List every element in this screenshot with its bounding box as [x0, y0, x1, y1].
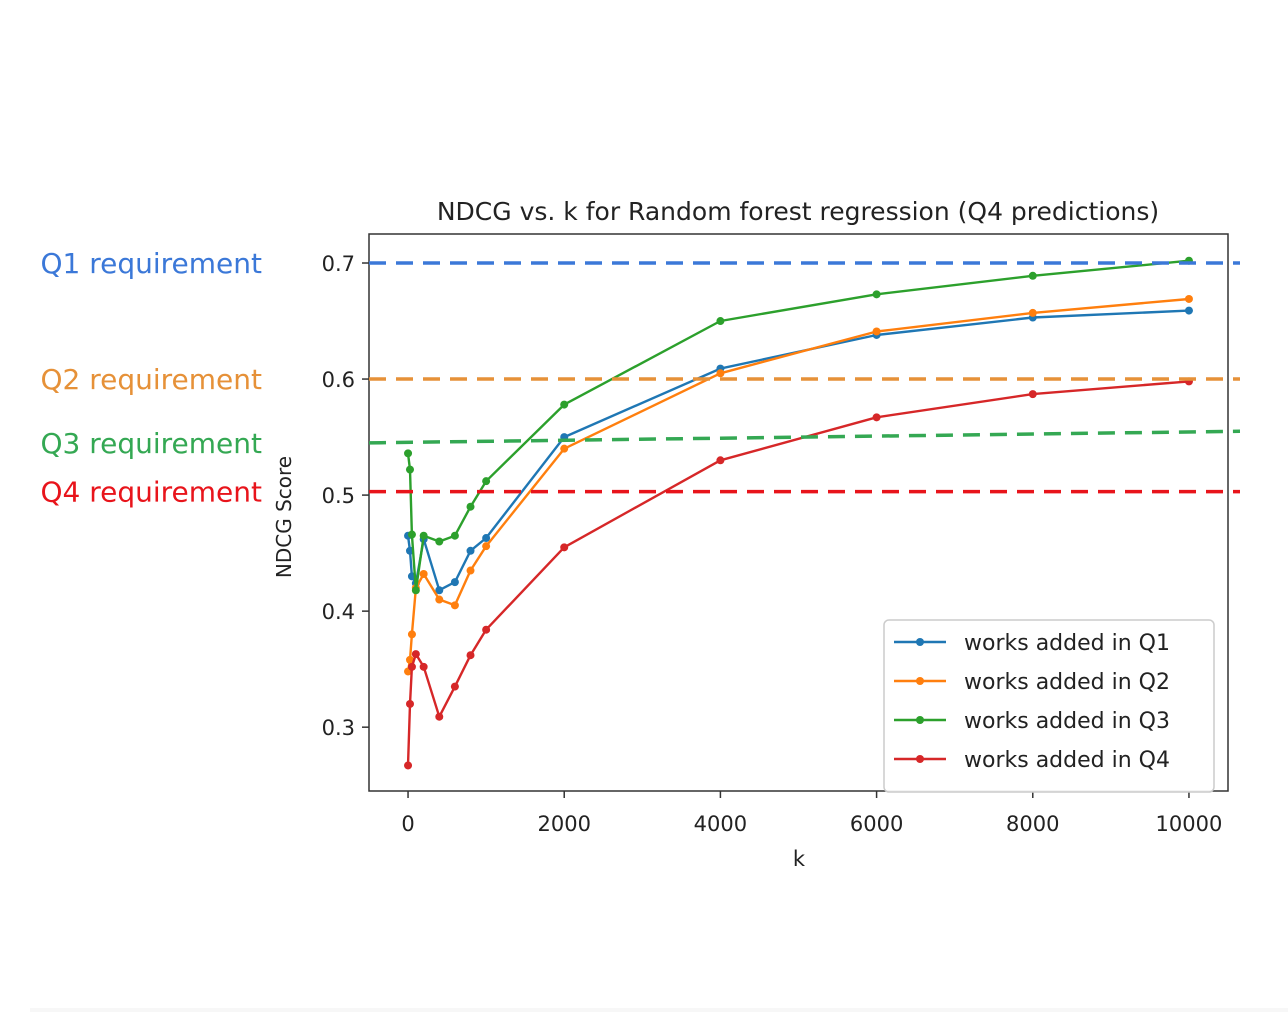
legend-item: works added in Q2 [894, 670, 1170, 695]
x-axis-label: k [793, 847, 806, 871]
data-point [419, 570, 428, 579]
x-tick-label: 0 [401, 812, 414, 836]
data-point [560, 543, 569, 552]
data-point [407, 530, 416, 539]
requirement-lines: Q1 requirement Q2 requirement Q3 requireme… [40, 247, 1241, 509]
legend-item: works added in Q1 [894, 631, 1170, 656]
data-point [1028, 308, 1037, 317]
requirement-line [368, 429, 1241, 445]
legend-marker [916, 755, 924, 763]
data-point [466, 566, 475, 575]
y-tick-label: 0.7 [322, 252, 355, 276]
data-point [716, 369, 725, 378]
data-point [404, 761, 413, 770]
data-point [482, 625, 491, 634]
data-point [872, 290, 881, 299]
data-point [411, 586, 420, 595]
x-tick-label: 4000 [694, 812, 747, 836]
data-point [450, 578, 459, 587]
legend-marker [916, 716, 924, 724]
data-point [872, 327, 881, 336]
data-point [482, 477, 491, 486]
plot-frame [368, 233, 1229, 792]
series-4 [404, 377, 1193, 770]
data-point [716, 317, 725, 326]
data-point [466, 502, 475, 511]
data-point [407, 662, 416, 671]
y-tick-label: 0.5 [322, 484, 355, 508]
data-point [450, 531, 459, 540]
data-point [1184, 294, 1193, 303]
data-point [1028, 390, 1037, 399]
legend-label: works added in Q3 [964, 709, 1170, 734]
bottom-divider [30, 1008, 1288, 1012]
legend: works added in Q1 works added in Q2 works … [883, 619, 1215, 793]
data-point [560, 444, 569, 453]
data-point [466, 546, 475, 555]
x-tick-label: 8000 [1006, 812, 1059, 836]
data-point [716, 456, 725, 465]
data-point [435, 712, 444, 721]
legend-marker [916, 677, 924, 685]
x-tick-label: 10000 [1156, 812, 1223, 836]
requirement-label: Q3 requirement [40, 427, 262, 460]
plot-area [368, 233, 1229, 792]
y-tick-label: 0.4 [322, 600, 355, 624]
data-point [404, 449, 413, 458]
series-line [406, 259, 1190, 592]
x-tick-label: 6000 [850, 812, 903, 836]
legend-label: works added in Q4 [964, 748, 1170, 773]
data-point [482, 534, 491, 543]
data-point [419, 531, 428, 540]
legend-item: works added in Q4 [894, 748, 1170, 773]
y-tick-label: 0.6 [322, 368, 355, 392]
series-line [406, 297, 1190, 672]
data-point [405, 655, 414, 664]
data-point [1028, 271, 1037, 280]
series-1 [404, 306, 1193, 595]
data-point [419, 662, 428, 671]
data-point [450, 601, 459, 610]
data-point [560, 400, 569, 409]
legend-item: works added in Q3 [894, 709, 1170, 734]
data-point [435, 537, 444, 546]
data-point [405, 699, 414, 708]
legend-label: works added in Q1 [964, 631, 1170, 656]
requirement-label: Q1 requirement [40, 247, 262, 280]
x-tick-label: 2000 [538, 812, 591, 836]
requirement-label: Q2 requirement [40, 363, 262, 396]
data-point [407, 630, 416, 639]
data-point [435, 595, 444, 604]
data-point [466, 651, 475, 660]
series-3 [404, 256, 1193, 595]
legend-label: works added in Q2 [964, 670, 1170, 695]
y-tick-label: 0.3 [322, 716, 355, 740]
y-axis-label: NDCG Score [272, 456, 296, 578]
data-point [482, 542, 491, 551]
axis-ticks: 0 2000 4000 6000 8000 10000 0.3 0.4 0.5 0.6 0.7 [322, 252, 1223, 836]
data-point [435, 586, 444, 595]
series-layer [404, 256, 1193, 770]
legend-marker [916, 638, 924, 646]
data-point [1184, 306, 1193, 315]
data-point [450, 682, 459, 691]
data-point [872, 413, 881, 422]
data-point [405, 465, 414, 474]
legend-box [883, 619, 1215, 793]
chart-title: NDCG vs. k for Random forest regression … [437, 197, 1159, 226]
requirement-label: Q4 requirement [40, 476, 262, 509]
series-2 [404, 294, 1193, 676]
data-point [411, 650, 420, 659]
